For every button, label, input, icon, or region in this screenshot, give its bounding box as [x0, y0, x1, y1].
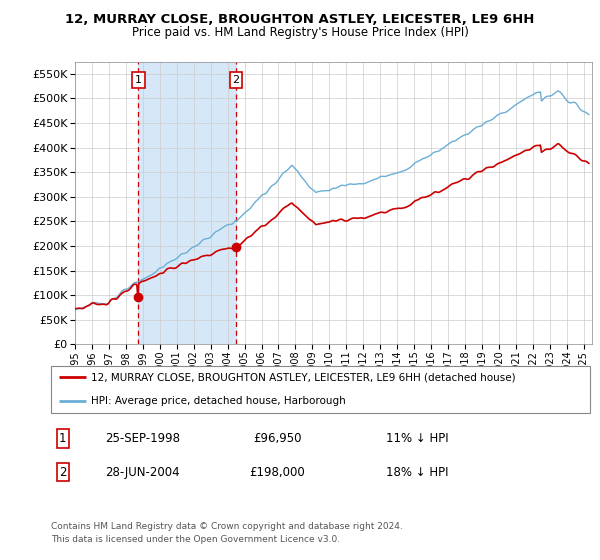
Text: 25-SEP-1998: 25-SEP-1998	[105, 432, 180, 445]
Text: This data is licensed under the Open Government Licence v3.0.: This data is licensed under the Open Gov…	[51, 535, 340, 544]
Text: 28-JUN-2004: 28-JUN-2004	[105, 465, 180, 479]
Text: 2: 2	[59, 465, 67, 479]
Bar	[138, 62, 236, 344]
Text: 11% ↓ HPI: 11% ↓ HPI	[386, 432, 449, 445]
FancyBboxPatch shape	[51, 366, 590, 413]
Text: 18% ↓ HPI: 18% ↓ HPI	[386, 465, 449, 479]
Text: HPI: Average price, detached house, Harborough: HPI: Average price, detached house, Harb…	[91, 396, 346, 406]
Text: 2: 2	[232, 75, 239, 85]
Text: 1: 1	[135, 75, 142, 85]
Text: £96,950: £96,950	[253, 432, 302, 445]
Text: £198,000: £198,000	[250, 465, 305, 479]
Text: Contains HM Land Registry data © Crown copyright and database right 2024.: Contains HM Land Registry data © Crown c…	[51, 522, 403, 531]
Text: Price paid vs. HM Land Registry's House Price Index (HPI): Price paid vs. HM Land Registry's House …	[131, 26, 469, 39]
Text: 12, MURRAY CLOSE, BROUGHTON ASTLEY, LEICESTER, LE9 6HH (detached house): 12, MURRAY CLOSE, BROUGHTON ASTLEY, LEIC…	[91, 372, 516, 382]
Text: 12, MURRAY CLOSE, BROUGHTON ASTLEY, LEICESTER, LE9 6HH: 12, MURRAY CLOSE, BROUGHTON ASTLEY, LEIC…	[65, 13, 535, 26]
Text: 1: 1	[59, 432, 67, 445]
